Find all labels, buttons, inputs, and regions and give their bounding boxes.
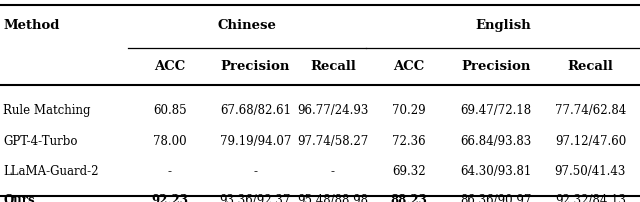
- Text: 97.12/47.60: 97.12/47.60: [555, 134, 626, 147]
- Text: Recall: Recall: [310, 60, 356, 73]
- Text: 66.84/93.83: 66.84/93.83: [460, 134, 532, 147]
- Text: Precision: Precision: [221, 60, 290, 73]
- Text: 69.32: 69.32: [392, 164, 426, 177]
- Text: 92.23: 92.23: [151, 194, 188, 202]
- Text: Ours: Ours: [3, 194, 35, 202]
- Text: LLaMA-Guard-2: LLaMA-Guard-2: [3, 164, 99, 177]
- Text: ACC: ACC: [393, 60, 424, 73]
- Text: 97.74/58.27: 97.74/58.27: [297, 134, 369, 147]
- Text: 88.23: 88.23: [390, 194, 427, 202]
- Text: 96.77/24.93: 96.77/24.93: [297, 104, 369, 117]
- Text: 97.50/41.43: 97.50/41.43: [555, 164, 626, 177]
- Text: Recall: Recall: [568, 60, 613, 73]
- Text: -: -: [253, 164, 257, 177]
- Text: 78.00: 78.00: [153, 134, 186, 147]
- Text: Chinese: Chinese: [218, 19, 276, 32]
- Text: 69.47/72.18: 69.47/72.18: [460, 104, 532, 117]
- Text: 60.85: 60.85: [153, 104, 186, 117]
- Text: English: English: [475, 19, 531, 32]
- Text: 72.36: 72.36: [392, 134, 426, 147]
- Text: 93.36/92.37: 93.36/92.37: [220, 194, 291, 202]
- Text: Method: Method: [3, 19, 60, 32]
- Text: 77.74/62.84: 77.74/62.84: [555, 104, 626, 117]
- Text: 95.48/88.98: 95.48/88.98: [298, 194, 368, 202]
- Text: -: -: [331, 164, 335, 177]
- Text: 79.19/94.07: 79.19/94.07: [220, 134, 291, 147]
- Text: 92.32/84.13: 92.32/84.13: [555, 194, 626, 202]
- Text: 70.29: 70.29: [392, 104, 426, 117]
- Text: Precision: Precision: [461, 60, 531, 73]
- Text: -: -: [168, 164, 172, 177]
- Text: 64.30/93.81: 64.30/93.81: [460, 164, 532, 177]
- Text: Rule Matching: Rule Matching: [3, 104, 91, 117]
- Text: ACC: ACC: [154, 60, 185, 73]
- Text: 86.36/90.97: 86.36/90.97: [460, 194, 532, 202]
- Text: 67.68/82.61: 67.68/82.61: [220, 104, 291, 117]
- Text: GPT-4-Turbo: GPT-4-Turbo: [3, 134, 77, 147]
